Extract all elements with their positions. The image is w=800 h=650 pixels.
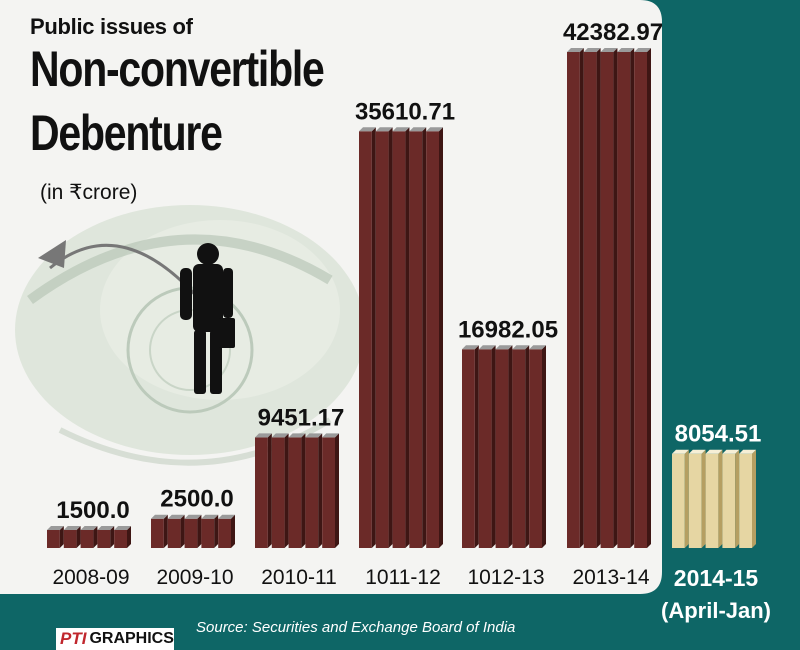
chart-title-line2: Debenture [30, 105, 223, 161]
category-label: 2014-15 [674, 565, 759, 591]
logo-pti-text: PTI [60, 629, 87, 648]
labels-layer: 1500.0 2008-09 2500.0 2009-10 9451.17 2010-11… [52, 19, 771, 623]
bars-layer [47, 48, 756, 549]
unit-label: (in ₹crore) [40, 181, 138, 204]
value-label: 2500.0 [160, 486, 233, 513]
chart-title-line1: Non-convertible [30, 41, 325, 97]
bar-2014-15 [672, 449, 756, 548]
source-note: Source: Securities and Exchange Board of… [196, 619, 516, 636]
bar-2008-09 [47, 526, 131, 548]
bar-1012-13 [462, 345, 546, 548]
value-label: 16982.05 [458, 316, 558, 343]
value-label: 35610.71 [355, 98, 455, 125]
category-label: 2009-10 [156, 566, 233, 589]
logo-graphics-text: GRAPHICS [89, 630, 174, 647]
bar-2010-11 [255, 433, 339, 548]
value-label: 8054.51 [675, 421, 762, 448]
category-label: 2013-14 [572, 566, 649, 589]
category-sublabel: (April-Jan) [661, 598, 771, 623]
businessman-silhouette-icon [180, 243, 235, 394]
bar-2009-10 [151, 514, 235, 548]
pti-graphics-logo: PTI GRAPHICS [56, 628, 174, 650]
category-label: 2010-11 [261, 566, 337, 589]
category-label: 2008-09 [52, 566, 129, 589]
bar-2013-14 [567, 48, 651, 548]
category-label: 1011-12 [365, 566, 441, 589]
chart-title-small: Public issues of [30, 14, 193, 39]
category-label: 1012-13 [467, 566, 544, 589]
value-label: 9451.17 [258, 404, 345, 431]
value-label: 1500.0 [56, 497, 129, 524]
value-label: 42382.97 [563, 19, 663, 46]
bar-1011-12 [359, 127, 443, 549]
